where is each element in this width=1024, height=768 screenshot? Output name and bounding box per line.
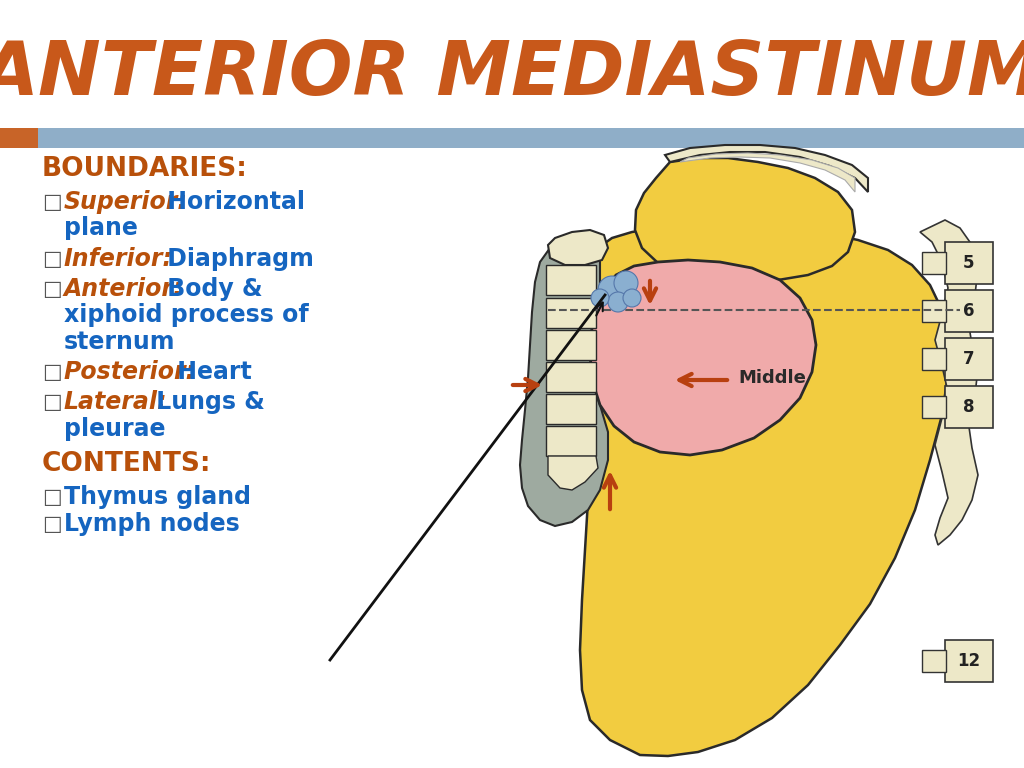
- Text: Anterior:: Anterior:: [63, 277, 183, 301]
- Polygon shape: [680, 153, 855, 192]
- Text: □: □: [42, 192, 61, 212]
- Polygon shape: [590, 260, 816, 455]
- Bar: [0, 128, 38, 148]
- Text: Lungs &: Lungs &: [148, 390, 265, 415]
- Text: 12: 12: [957, 652, 981, 670]
- Text: Middle: Middle: [738, 369, 806, 387]
- Text: ANTERIOR MEDIASTINUM: ANTERIOR MEDIASTINUM: [0, 38, 1024, 111]
- Circle shape: [598, 276, 626, 304]
- Polygon shape: [665, 145, 868, 192]
- Circle shape: [623, 289, 641, 307]
- Bar: [546, 426, 596, 456]
- Bar: [922, 650, 946, 672]
- Bar: [945, 242, 993, 284]
- Text: sternum: sternum: [63, 329, 175, 354]
- Text: □: □: [42, 487, 61, 507]
- Text: 5: 5: [964, 254, 975, 272]
- Text: CONTENTS:: CONTENTS:: [42, 451, 212, 477]
- Bar: [945, 386, 993, 428]
- Text: □: □: [42, 249, 61, 269]
- Bar: [546, 265, 596, 295]
- Bar: [922, 300, 946, 322]
- Text: xiphoid process of: xiphoid process of: [63, 303, 309, 327]
- Text: 8: 8: [964, 398, 975, 416]
- Bar: [922, 396, 946, 418]
- Text: pleurae: pleurae: [63, 417, 166, 441]
- Bar: [945, 338, 993, 380]
- Polygon shape: [635, 158, 855, 282]
- Polygon shape: [548, 456, 598, 490]
- Text: Posterior:: Posterior:: [63, 360, 197, 384]
- Text: Superior:: Superior:: [63, 190, 187, 214]
- Text: Lymph nodes: Lymph nodes: [63, 512, 240, 536]
- Text: □: □: [42, 362, 61, 382]
- Polygon shape: [580, 224, 948, 756]
- Bar: [922, 252, 946, 274]
- Circle shape: [591, 289, 609, 307]
- Bar: [922, 348, 946, 370]
- Text: Inferior:: Inferior:: [63, 247, 173, 270]
- Text: 6: 6: [964, 302, 975, 320]
- Text: plane: plane: [63, 217, 138, 240]
- Bar: [945, 640, 993, 682]
- Text: Lateral:: Lateral:: [63, 390, 168, 415]
- Text: Diaphragm: Diaphragm: [159, 247, 313, 270]
- Bar: [546, 362, 596, 392]
- Polygon shape: [920, 220, 978, 545]
- Bar: [546, 330, 596, 360]
- Text: □: □: [42, 515, 61, 535]
- Bar: [945, 290, 993, 332]
- Bar: [546, 298, 596, 328]
- Circle shape: [608, 292, 628, 312]
- Text: Body &: Body &: [159, 277, 262, 301]
- Bar: [0, 128, 1024, 148]
- Text: Heart: Heart: [169, 360, 252, 384]
- Circle shape: [614, 271, 638, 295]
- Text: BOUNDARIES:: BOUNDARIES:: [42, 156, 248, 182]
- Text: □: □: [42, 392, 61, 412]
- Polygon shape: [520, 238, 608, 526]
- Polygon shape: [548, 230, 608, 265]
- Bar: [546, 394, 596, 424]
- Text: 7: 7: [964, 350, 975, 368]
- Text: □: □: [42, 279, 61, 299]
- Text: Horizontal: Horizontal: [159, 190, 305, 214]
- Text: Thymus gland: Thymus gland: [63, 485, 251, 509]
